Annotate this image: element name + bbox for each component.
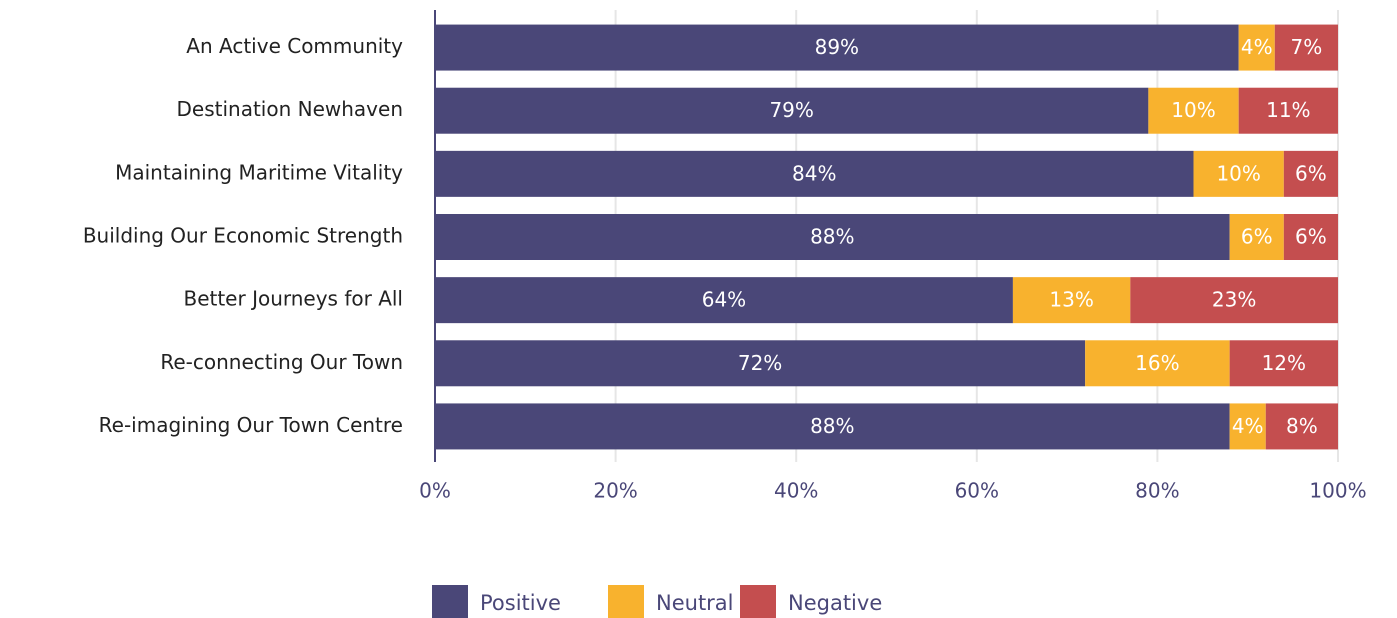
value-label: 12%	[1262, 351, 1306, 375]
legend-swatch	[432, 585, 468, 618]
x-tick-label: 0%	[419, 479, 451, 503]
value-label: 64%	[702, 288, 746, 312]
bar-segment	[1229, 340, 1338, 387]
bar-segment	[1265, 403, 1338, 450]
bar-segment	[435, 150, 1194, 197]
category-label: Re-connecting Our Town	[160, 350, 403, 374]
value-label: 4%	[1232, 414, 1264, 438]
bar-segment	[1283, 150, 1338, 197]
x-tick-label: 20%	[593, 479, 637, 503]
value-label: 88%	[810, 225, 854, 249]
category-label: Maintaining Maritime Vitality	[115, 160, 403, 184]
x-tick-label: 80%	[1135, 479, 1179, 503]
category-label: Better Journeys for All	[183, 287, 403, 311]
value-label: 23%	[1212, 288, 1256, 312]
bar-segment	[1283, 214, 1338, 260]
value-label: 10%	[1216, 161, 1260, 185]
bar-segment	[435, 403, 1230, 450]
bar-segment	[1274, 24, 1338, 71]
bar-segment	[1229, 403, 1266, 450]
legend-label: Negative	[788, 591, 882, 615]
bar-segment	[435, 87, 1149, 134]
bar-segment	[1193, 150, 1284, 197]
value-label: 10%	[1171, 98, 1215, 122]
category-label: Building Our Economic Strength	[83, 224, 403, 248]
x-tick-label: 100%	[1309, 479, 1366, 503]
value-label: 79%	[769, 98, 813, 122]
bar-segment	[435, 340, 1086, 387]
legend-swatch	[740, 585, 776, 618]
bar-segment	[1238, 87, 1338, 134]
bar-segment	[435, 24, 1239, 71]
value-label: 6%	[1241, 225, 1273, 249]
value-label: 11%	[1266, 98, 1310, 122]
value-label: 88%	[810, 414, 854, 438]
bar-segment	[435, 277, 1013, 324]
value-label: 8%	[1286, 414, 1318, 438]
legend-swatch	[608, 585, 644, 618]
x-tick-label: 40%	[774, 479, 818, 503]
value-label: 4%	[1241, 35, 1273, 59]
legend-label: Positive	[480, 591, 561, 615]
category-label: An Active Community	[186, 34, 403, 58]
value-label: 16%	[1135, 351, 1179, 375]
x-tick-label: 60%	[955, 479, 999, 503]
value-label: 6%	[1295, 161, 1327, 185]
bar-segment	[1012, 277, 1131, 324]
value-label: 13%	[1049, 288, 1093, 312]
value-label: 7%	[1291, 35, 1323, 59]
bar-segment	[1130, 277, 1338, 324]
value-label: 72%	[738, 351, 782, 375]
bar-segment	[435, 214, 1230, 260]
value-label: 89%	[815, 35, 859, 59]
category-label: Re-imagining Our Town Centre	[99, 413, 403, 437]
bar-segment	[1148, 87, 1239, 134]
bar-segment	[1229, 214, 1284, 260]
bar-segment	[1238, 24, 1275, 71]
value-label: 84%	[792, 161, 836, 185]
bar-segment	[1085, 340, 1230, 387]
value-label: 6%	[1295, 225, 1327, 249]
legend-label: Neutral	[656, 591, 734, 615]
category-label: Destination Newhaven	[177, 97, 404, 121]
